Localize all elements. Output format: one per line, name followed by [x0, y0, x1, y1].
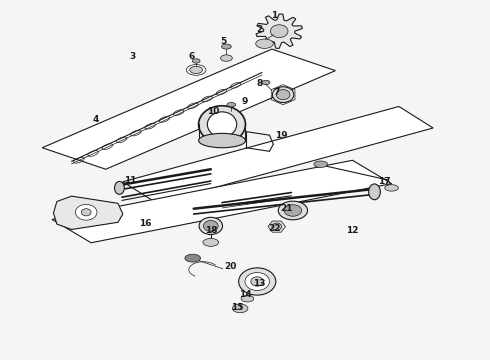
Text: 17: 17: [378, 177, 391, 186]
Ellipse shape: [198, 134, 245, 148]
Text: 22: 22: [268, 224, 281, 233]
Text: 8: 8: [257, 79, 263, 88]
Ellipse shape: [199, 217, 222, 234]
Polygon shape: [256, 14, 302, 48]
Ellipse shape: [368, 184, 380, 200]
Text: 9: 9: [242, 96, 248, 105]
Text: 19: 19: [275, 131, 288, 140]
Polygon shape: [52, 160, 392, 243]
Ellipse shape: [190, 66, 202, 73]
Text: 3: 3: [129, 52, 136, 61]
Text: 12: 12: [346, 226, 359, 235]
Ellipse shape: [241, 296, 254, 302]
Ellipse shape: [198, 106, 245, 143]
Text: 20: 20: [224, 262, 237, 271]
Ellipse shape: [314, 161, 328, 167]
Text: 16: 16: [139, 219, 151, 228]
Text: 10: 10: [207, 107, 220, 116]
Polygon shape: [268, 221, 286, 232]
Text: 21: 21: [280, 204, 293, 213]
Text: 4: 4: [93, 114, 99, 123]
Ellipse shape: [272, 87, 294, 103]
Ellipse shape: [276, 90, 290, 100]
Ellipse shape: [115, 181, 124, 194]
Ellipse shape: [81, 209, 91, 216]
Ellipse shape: [227, 103, 236, 107]
Ellipse shape: [207, 112, 237, 137]
Ellipse shape: [221, 44, 231, 49]
Ellipse shape: [185, 254, 200, 262]
Polygon shape: [42, 49, 335, 169]
Ellipse shape: [239, 268, 276, 295]
Ellipse shape: [385, 185, 398, 191]
Text: 13: 13: [253, 279, 266, 288]
Text: 18: 18: [204, 226, 217, 235]
Text: 1: 1: [271, 10, 277, 19]
Polygon shape: [123, 107, 433, 203]
Text: 2: 2: [257, 25, 263, 34]
Text: 14: 14: [239, 290, 251, 299]
Ellipse shape: [203, 238, 219, 246]
Ellipse shape: [272, 223, 282, 230]
Ellipse shape: [251, 277, 264, 286]
Ellipse shape: [220, 55, 232, 61]
Ellipse shape: [262, 80, 270, 85]
Text: 11: 11: [124, 176, 136, 185]
Text: 5: 5: [220, 37, 226, 46]
Ellipse shape: [203, 221, 218, 231]
Ellipse shape: [271, 26, 287, 37]
Text: 7: 7: [273, 87, 280, 96]
Text: 6: 6: [188, 52, 195, 61]
Ellipse shape: [75, 204, 97, 220]
Ellipse shape: [256, 39, 273, 48]
Ellipse shape: [232, 304, 248, 313]
Ellipse shape: [284, 205, 302, 216]
Ellipse shape: [192, 59, 200, 63]
Polygon shape: [53, 196, 123, 229]
Text: 15: 15: [231, 303, 244, 312]
Ellipse shape: [245, 273, 270, 291]
Ellipse shape: [278, 201, 308, 220]
Ellipse shape: [270, 25, 288, 38]
